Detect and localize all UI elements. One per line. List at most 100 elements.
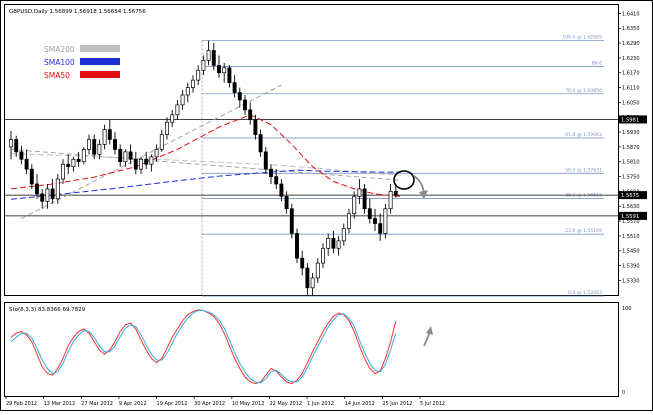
candle [102,124,107,150]
candle-body [191,79,195,88]
candle-body [393,191,398,196]
candle-body [217,64,221,74]
candle [206,40,211,66]
candle-body [14,139,19,153]
x-tick-label: 5 Jul 2012 [420,401,445,407]
candle-body [305,267,310,289]
candle-body [92,139,97,155]
fib-label: 61.8 @ 1.59062 [565,132,602,138]
price-label-box [619,211,647,220]
candle [362,183,367,214]
candle [71,156,76,172]
candle [341,223,346,246]
candle [185,82,190,103]
y-tick-label: 1.6230 [622,56,640,62]
candle-body [107,129,112,140]
sma100-line [10,169,401,200]
candle [331,230,336,254]
candle [144,151,149,170]
candle-body [61,163,65,180]
price-labels: 1.5981 1.5675 1.5591 [619,115,647,220]
candle-body [243,99,247,111]
y-tick-label: 1.5570 [622,219,640,225]
candle-body [71,158,76,168]
candle [113,132,117,155]
candle [211,43,216,71]
candle-body [347,213,351,229]
price-label-text: 1.5591 [621,214,639,220]
candle-body [321,247,325,264]
candle [274,169,279,189]
stoch-tick-label: 0 [622,390,625,396]
candle-body [336,240,341,249]
candle [50,179,55,204]
candle-body [139,158,143,170]
y-tick-label: 1.5510 [622,234,640,240]
legend: SMA200 SMA100 SMA50 [44,45,120,80]
y-tick-label: 1.5870 [622,145,640,151]
trendline [10,148,402,181]
candle-body [196,69,201,81]
x-tick-label: 22 May 2012 [269,401,302,407]
candle-body [144,158,149,165]
candle-body [331,238,336,249]
candle [154,144,159,162]
candles [9,40,398,296]
candle [149,154,154,172]
stoch-tick-label: 100 [622,306,632,312]
candle-body [326,238,331,249]
candle-body [206,50,211,61]
candle [336,235,341,256]
down-arrow-head-icon [419,190,428,199]
y-tick-label: 1.5330 [622,278,640,284]
candle [9,130,13,160]
candle-body [284,196,289,210]
candle [165,117,169,140]
candle-body [29,168,34,185]
candle [201,55,206,76]
candle [55,174,60,204]
fib-label: 0.0 @ 1.52663 [568,290,602,296]
candle [29,164,34,189]
candle-body [9,139,13,148]
candle [87,134,91,155]
candle-body [24,158,29,170]
candle [222,62,227,83]
stoch-header: Sto(8,3,3) 83.8366 69.7829 [9,307,86,313]
annotations [393,170,433,347]
candle [128,144,133,165]
x-tick-label: 10 May 2012 [232,401,265,407]
candle [310,272,315,296]
candle-body [362,188,367,210]
candle [248,102,253,125]
candle [300,250,305,276]
y-tick-label: 1.5630 [622,204,640,210]
candle [14,135,19,157]
moving-averages [10,114,402,200]
candle-body [113,139,117,150]
candle-body [237,92,242,101]
candle [76,151,81,167]
x-tick-label: 9 Apr 2012 [119,401,147,407]
legend-label-sma50: SMA50 [44,71,70,80]
candle [196,65,201,86]
stochastic-lines: 100 0 [10,306,632,396]
candle-body [159,134,164,150]
time-axis: 29 Feb 2012 13 Mar 2012 27 Mar 2012 9 Apr 2… [5,396,445,407]
candle-body [97,144,102,155]
candle-body [263,151,268,170]
candle-body [274,176,279,185]
candle-body [289,208,294,234]
candle [295,228,299,264]
candle-body [258,134,263,153]
candle-body [367,208,372,219]
candle-body [300,257,305,269]
candle [97,139,102,160]
legend-label-sma200: SMA200 [44,45,75,54]
candle [284,191,289,214]
candle [373,208,377,231]
candle-body [87,139,91,150]
